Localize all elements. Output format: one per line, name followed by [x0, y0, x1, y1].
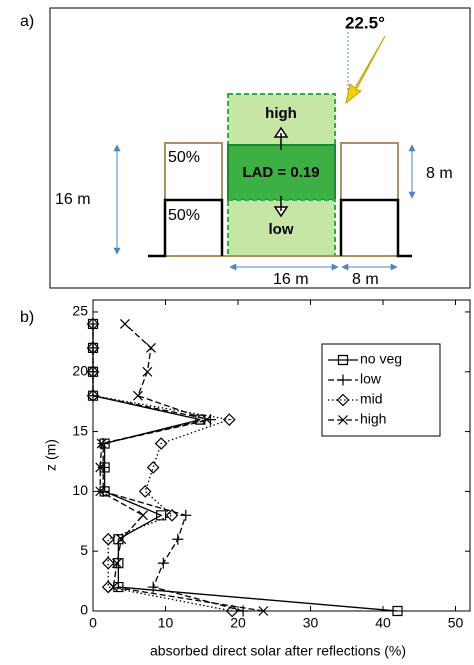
marker: [103, 582, 114, 593]
marker: [172, 534, 183, 545]
x-tick-label: 50: [448, 615, 464, 631]
figure: a) high LAD = 0.19 low 50% 50% 16 m 8 m …: [0, 0, 474, 665]
fraction-label: 50%: [168, 149, 200, 166]
legend-label: mid: [360, 391, 383, 407]
marker: [88, 318, 99, 329]
zone-label: high: [265, 105, 297, 122]
dimension-label: 16 m: [273, 271, 309, 288]
x-tick-label: 10: [158, 615, 174, 631]
marker: [167, 510, 178, 521]
x-axis-label: absorbed direct solar after reflections …: [150, 643, 406, 659]
marker: [133, 391, 142, 400]
x-tick-label: 30: [303, 615, 319, 631]
y-tick-label: 5: [80, 542, 88, 558]
marker: [88, 366, 99, 377]
legend-label: high: [360, 411, 386, 427]
y-axis-label: z (m): [43, 439, 59, 471]
panel-label: a): [20, 13, 34, 30]
dimension-label: 8 m: [426, 165, 453, 182]
y-tick-label: 15: [72, 422, 88, 438]
marker: [143, 367, 152, 376]
zone-label: low: [269, 221, 294, 238]
y-tick-label: 10: [72, 482, 88, 498]
x-tick-label: 20: [230, 615, 246, 631]
marker: [98, 438, 109, 449]
marker: [98, 462, 109, 473]
marker: [88, 390, 99, 401]
panel-label: b): [20, 309, 34, 326]
marker: [180, 510, 191, 521]
y-tick-label: 20: [72, 362, 88, 378]
building-top: [341, 143, 398, 200]
x-tick-label: 40: [375, 615, 391, 631]
angle-label: 22.5°: [345, 13, 385, 32]
marker: [158, 558, 169, 569]
data-line: [100, 324, 263, 611]
marker: [120, 319, 129, 328]
zone-label: LAD = 0.19: [242, 164, 319, 181]
marker: [103, 558, 114, 569]
diagram: a) high LAD = 0.19 low 50% 50% 16 m 8 m …: [20, 8, 470, 288]
legend-label: no veg: [360, 351, 402, 367]
marker: [148, 462, 159, 473]
building: [341, 200, 412, 256]
marker: [103, 534, 114, 545]
y-tick-label: 25: [72, 303, 88, 319]
y-tick-label: 0: [80, 602, 88, 618]
marker: [88, 342, 99, 353]
dimension-label: 16 m: [55, 191, 91, 208]
x-tick-label: 0: [89, 615, 97, 631]
marker: [139, 511, 148, 520]
sun-ray: [346, 36, 385, 103]
dimension-label: 8 m: [352, 271, 379, 288]
marker: [147, 343, 156, 352]
fraction-label: 50%: [168, 207, 200, 224]
legend-label: low: [360, 371, 382, 387]
